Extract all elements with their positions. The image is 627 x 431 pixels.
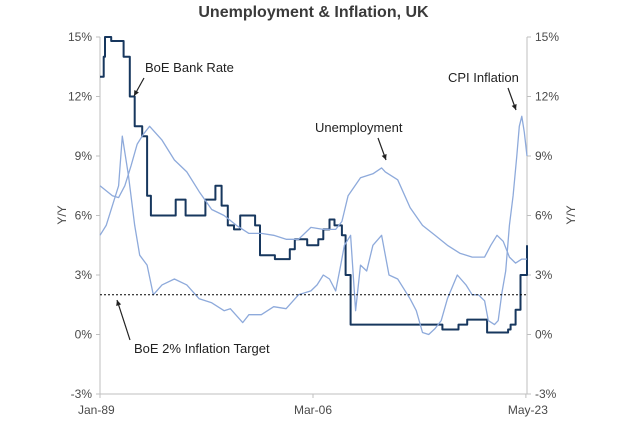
inflation-target-label: BoE 2% Inflation Target [134, 341, 270, 356]
unemployment-label: Unemployment [315, 120, 403, 135]
y-tick-label-right: 15% [535, 30, 559, 44]
y-tick-label-right: 9% [535, 149, 553, 163]
y-tick-label-left: 9% [75, 149, 93, 163]
boe-bank-rate-label: BoE Bank Rate [145, 60, 234, 75]
y-tick-label-left: 12% [68, 90, 92, 104]
target-arrow-head [116, 300, 122, 306]
x-tick-label: Jan-89 [78, 403, 115, 417]
y-tick-label-left: 6% [75, 209, 93, 223]
y-axis-label-right: Y/Y [564, 205, 578, 224]
target-arrow-line [116, 299, 131, 341]
cpi-arrow-head [511, 104, 517, 110]
x-tick-label: Mar-06 [294, 403, 332, 417]
y-tick-label-left: 3% [75, 268, 93, 282]
boe-rate-arrow-head [134, 90, 139, 96]
chart-title: Unemployment & Inflation, UK [198, 4, 429, 21]
y-tick-label-right: 3% [535, 268, 553, 282]
y-tick-label-right: 6% [535, 209, 553, 223]
y-tick-label-left: 0% [75, 328, 93, 342]
y-tick-label-right: -3% [535, 387, 557, 401]
series-line-unemployment [99, 125, 527, 264]
series-line-boe-rate [100, 36, 528, 334]
unemployment-arrow-head [381, 154, 387, 160]
y-tick-label-left: -3% [71, 387, 93, 401]
y-tick-label-right: 0% [535, 328, 553, 342]
y-tick-label-right: 12% [535, 90, 559, 104]
cpi-inflation-label: CPI Inflation [448, 70, 519, 85]
y-axis-label-left: Y/Y [55, 205, 69, 224]
x-tick-label: May-23 [508, 403, 548, 417]
y-tick-label-left: 15% [68, 30, 92, 44]
series-line-cpi [99, 115, 528, 336]
